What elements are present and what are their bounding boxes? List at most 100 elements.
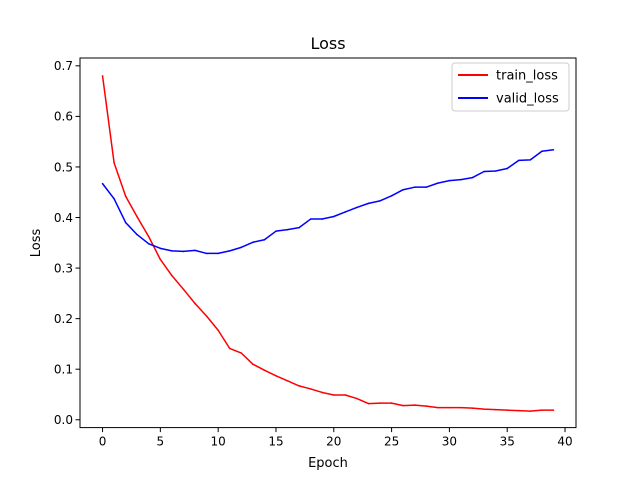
x-axis: 0 5 10 15 20 25 30 35 40 [99,427,573,449]
data-point-train-loss [332,394,335,396]
y-tick-label: 0.0 [54,413,73,427]
y-tick-label: 0.2 [54,312,73,326]
x-tick-label: 25 [384,435,399,449]
data-point-train-loss [321,391,324,394]
plot-series [101,75,555,412]
legend-label-valid-loss: valid_loss [496,92,559,107]
data-point-valid-loss [541,150,543,153]
data-point-valid-loss [147,243,150,245]
y-axis-label: Loss [29,229,44,258]
y-tick-label: 0.5 [54,160,73,174]
data-point-valid-loss [483,170,485,173]
data-point-valid-loss [494,170,497,172]
data-point-valid-loss [159,247,162,250]
data-point-train-loss [356,397,358,400]
data-point-train-loss [460,406,462,409]
data-point-valid-loss [171,250,173,252]
x-tick-label: 5 [157,435,165,449]
y-tick-label: 0.4 [54,211,73,225]
data-point-train-loss [379,402,381,404]
data-point-train-loss [113,162,115,164]
data-point-valid-loss [298,226,300,229]
data-point-train-loss [101,75,104,77]
data-point-train-loss [124,195,127,198]
data-point-train-loss [390,402,393,404]
data-point-train-loss [240,352,243,354]
data-point-valid-loss [448,179,451,182]
data-point-valid-loss [217,252,219,255]
data-point-valid-loss [425,186,428,188]
data-point-valid-loss [506,167,509,170]
data-point-train-loss [425,405,428,407]
data-point-valid-loss [240,246,243,249]
data-point-valid-loss [136,233,139,236]
data-point-valid-loss [402,188,404,191]
data-point-valid-loss [275,230,277,232]
data-point-valid-loss [344,211,347,213]
y-axis: 0.0 0.1 0.2 0.3 0.4 0.5 0.6 0.7 [54,59,80,427]
data-point-train-loss [263,369,266,372]
x-tick-label: 0 [99,435,107,449]
data-point-train-loss [402,404,404,407]
data-point-train-loss [529,410,532,412]
data-point-valid-loss [182,250,185,253]
data-point-train-loss [552,409,555,411]
data-point-train-loss [228,347,231,350]
data-point-valid-loss [552,148,555,151]
y-tick-label: 0.6 [54,110,73,124]
data-point-valid-loss [460,178,462,181]
data-point-valid-loss [263,238,266,241]
x-tick-label: 30 [442,435,457,449]
data-point-valid-loss [286,228,289,231]
y-tick-label: 0.7 [54,59,73,73]
data-point-valid-loss [332,215,335,218]
data-point-valid-loss [101,182,104,185]
data-point-valid-loss [390,194,393,197]
data-point-valid-loss [228,250,231,252]
x-axis-label: Epoch [308,456,348,471]
data-point-train-loss [483,408,485,410]
data-point-train-loss [413,404,416,406]
y-tick-label: 0.1 [54,363,73,377]
data-point-train-loss [286,380,289,382]
data-point-valid-loss [113,198,115,200]
x-tick-label: 20 [326,435,341,449]
data-point-train-loss [471,407,474,409]
data-point-valid-loss [124,221,127,224]
legend: train_loss valid_loss [451,62,570,112]
x-tick-label: 15 [268,435,283,449]
data-point-train-loss [136,216,139,218]
data-point-valid-loss [529,159,532,161]
data-point-train-loss [275,374,277,377]
data-point-valid-loss [367,202,370,205]
data-point-train-loss [171,274,173,277]
data-point-train-loss [252,363,254,365]
chart-title: Loss [310,34,345,53]
data-point-train-loss [517,409,520,412]
data-point-valid-loss [413,186,416,188]
data-point-valid-loss [194,249,196,252]
x-tick-label: 40 [557,435,572,449]
data-point-train-loss [344,394,347,396]
data-point-valid-loss [309,218,312,220]
x-tick-label: 10 [211,435,226,449]
data-point-train-loss [194,302,196,305]
data-point-train-loss [205,315,208,317]
data-point-train-loss [367,402,370,405]
y-tick-label: 0.3 [54,261,73,275]
data-point-train-loss [506,409,509,411]
data-point-train-loss [448,406,451,409]
data-point-valid-loss [205,252,208,255]
data-point-train-loss [309,388,312,390]
data-point-valid-loss [517,159,520,162]
x-tick-label: 35 [500,435,515,449]
data-point-train-loss [159,258,162,261]
series-line-train-loss [101,75,554,412]
series-line-valid-loss [101,149,554,255]
data-point-train-loss [298,385,300,387]
data-point-valid-loss [356,206,358,209]
data-point-valid-loss [379,200,381,202]
data-point-train-loss [494,408,497,411]
data-point-train-loss [147,235,150,238]
